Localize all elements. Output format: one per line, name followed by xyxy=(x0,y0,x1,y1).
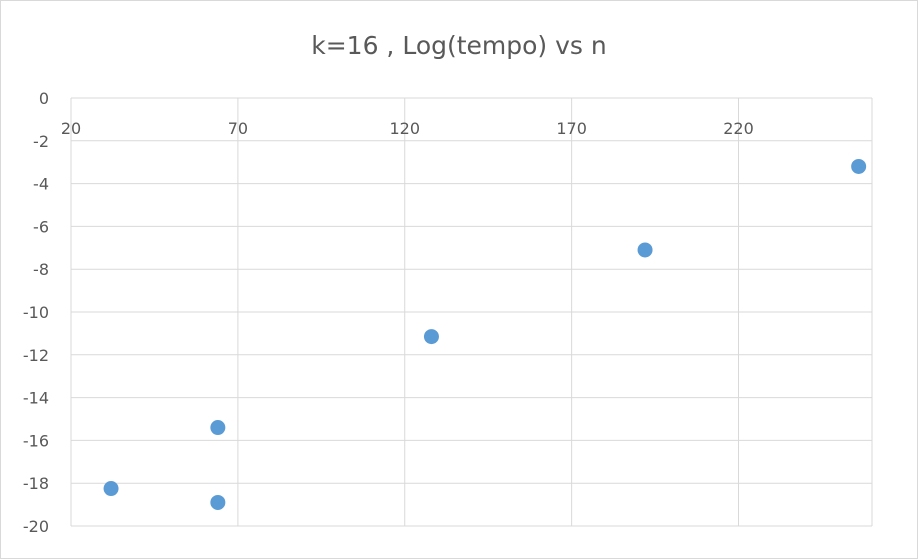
gridlines xyxy=(70,97,873,527)
y-tick-label: -10 xyxy=(23,303,49,322)
y-tick-label: 0 xyxy=(39,89,49,108)
x-tick-label: 120 xyxy=(389,119,420,138)
y-tick-label: -12 xyxy=(23,346,49,365)
y-tick-label: -4 xyxy=(33,175,49,194)
data-point xyxy=(423,329,439,345)
chart-title: k=16 , Log(tempo) vs n xyxy=(311,31,607,60)
y-tick-label: -14 xyxy=(23,389,49,408)
y-tick-label: -20 xyxy=(23,517,49,536)
data-point xyxy=(637,242,653,258)
data-point xyxy=(210,494,226,510)
y-axis-ticks: 0 -2 -4 -6 -8 -10 -12 -14 -16 -18 -20 xyxy=(23,89,49,536)
x-tick-label: 70 xyxy=(228,119,248,138)
y-tick-label: -8 xyxy=(33,260,49,279)
y-tick-label: -6 xyxy=(33,217,49,236)
x-tick-label: 220 xyxy=(723,119,754,138)
x-tick-label: 170 xyxy=(556,119,587,138)
data-series xyxy=(103,158,867,510)
x-axis-ticks: 20 70 120 170 220 xyxy=(61,119,754,138)
y-tick-label: -18 xyxy=(23,474,49,493)
y-tick-label: -2 xyxy=(33,132,49,151)
x-tick-label: 20 xyxy=(61,119,81,138)
data-point xyxy=(210,420,226,436)
y-tick-label: -16 xyxy=(23,431,49,450)
data-point xyxy=(103,481,119,497)
data-point xyxy=(851,158,867,174)
